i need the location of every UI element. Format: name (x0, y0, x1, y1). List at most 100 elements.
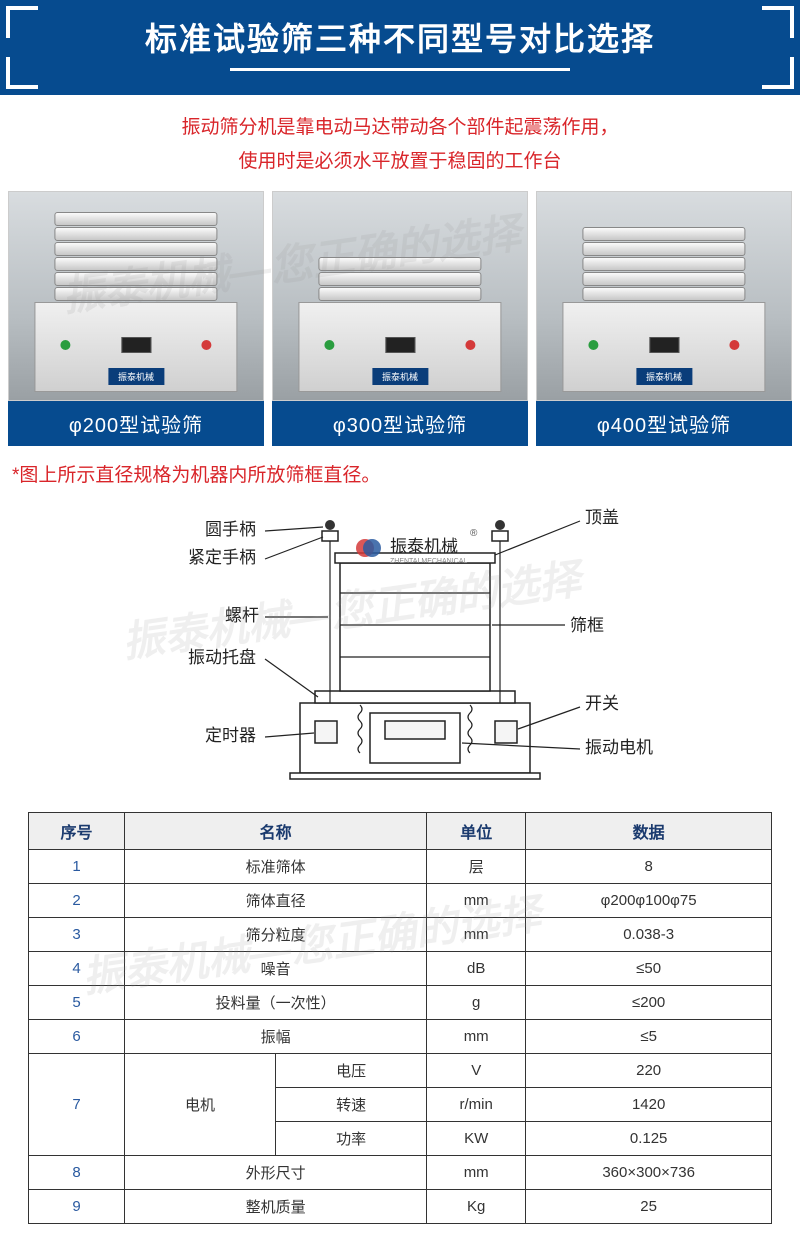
table-row: 3 筛分粒度 mm 0.038-3 (29, 918, 772, 952)
product-label: φ400型试验筛 (536, 401, 792, 446)
cell-subname: 功率 (276, 1122, 427, 1156)
sieve-ring (55, 287, 218, 301)
sieve-ring (55, 212, 218, 226)
cell-data: 360×300×736 (526, 1156, 772, 1190)
header-banner: 标准试验筛三种不同型号对比选择 (0, 0, 800, 95)
sieve-ring (55, 242, 218, 256)
table-header: 数据 (526, 813, 772, 850)
svg-text:振动电机: 振动电机 (585, 738, 653, 757)
svg-text:定时器: 定时器 (205, 726, 256, 745)
cell-name: 投料量（一次性） (125, 986, 427, 1020)
power-light-icon (589, 340, 599, 350)
cell-name: 筛分粒度 (125, 918, 427, 952)
table-row: 9 整机质量 Kg 25 (29, 1190, 772, 1224)
table-row: 1 标准筛体 层 8 (29, 850, 772, 884)
sieve-ring (583, 242, 746, 256)
cell-unit: mm (427, 884, 526, 918)
cell-data: ≤200 (526, 986, 772, 1020)
cell-seq: 7 (29, 1054, 125, 1156)
svg-text:圆手柄: 圆手柄 (205, 520, 256, 539)
svg-text:开关: 开关 (585, 694, 619, 713)
product-label: φ300型试验筛 (272, 401, 528, 446)
cell-seq: 6 (29, 1020, 125, 1054)
table-header: 序号 (29, 813, 125, 850)
table-header: 名称 (125, 813, 427, 850)
cell-unit: mm (427, 1020, 526, 1054)
stop-light-icon (465, 340, 475, 350)
brand-plate: 振泰机械 (636, 368, 692, 385)
brand-plate: 振泰机械 (108, 368, 164, 385)
svg-text:螺杆: 螺杆 (225, 606, 259, 625)
cell-seq: 8 (29, 1156, 125, 1190)
cell-name: 振幅 (125, 1020, 427, 1054)
sieve-ring (583, 227, 746, 241)
cell-seq: 2 (29, 884, 125, 918)
cell-data: 8 (526, 850, 772, 884)
sieve-ring (55, 257, 218, 271)
cell-unit: mm (427, 1156, 526, 1190)
cell-unit: dB (427, 952, 526, 986)
structure-diagram: 振泰机械 ZHENTAI MECHANICAL ® 圆手柄 紧定手柄 螺杆 振动… (40, 503, 760, 793)
cell-name: 整机质量 (125, 1190, 427, 1224)
corner-decor (6, 6, 38, 38)
digital-display (649, 337, 679, 353)
cell-name-group: 电机 (125, 1054, 276, 1156)
cell-seq: 4 (29, 952, 125, 986)
sieve-ring (319, 287, 482, 301)
cell-data: 0.125 (526, 1122, 772, 1156)
cell-unit: KW (427, 1122, 526, 1156)
product-card: 振泰机械 φ400型试验筛 (536, 191, 792, 446)
product-card: 振泰机械 φ300型试验筛 (272, 191, 528, 446)
sieve-ring (583, 287, 746, 301)
power-light-icon (325, 340, 335, 350)
product-label: φ200型试验筛 (8, 401, 264, 446)
power-light-icon (61, 340, 71, 350)
cell-subname: 转速 (276, 1088, 427, 1122)
sieve-ring (55, 272, 218, 286)
cell-unit: Kg (427, 1190, 526, 1224)
cell-subname: 电压 (276, 1054, 427, 1088)
brand-plate: 振泰机械 (372, 368, 428, 385)
table-row: 6 振幅 mm ≤5 (29, 1020, 772, 1054)
product-image: 振泰机械 (8, 191, 264, 401)
sieve-ring (55, 227, 218, 241)
sieve-ring (319, 257, 482, 271)
diagram: 振泰机械—您正确的选择 振泰机械 ZHENTAI (0, 497, 800, 812)
svg-text:®: ® (470, 528, 478, 539)
table-row: 5 投料量（一次性） g ≤200 (29, 986, 772, 1020)
cell-data: 0.038-3 (526, 918, 772, 952)
cell-unit: g (427, 986, 526, 1020)
table-row: 8 外形尺寸 mm 360×300×736 (29, 1156, 772, 1190)
cell-name: 标准筛体 (125, 850, 427, 884)
stop-light-icon (729, 340, 739, 350)
spec-table-wrap: 振泰机械—您正确的选择 序号名称单位数据 1 标准筛体 层 8 2 筛体直径 m… (0, 812, 800, 1244)
table-row: 7 电机 电压 V 220 (29, 1054, 772, 1088)
cell-name: 噪音 (125, 952, 427, 986)
product-row: 振泰机械 φ200型试验筛 振泰机械 φ300型试验筛 (0, 191, 800, 446)
corner-decor (762, 6, 794, 38)
cell-seq: 9 (29, 1190, 125, 1224)
table-row: 2 筛体直径 mm φ200φ100φ75 (29, 884, 772, 918)
cell-data: φ200φ100φ75 (526, 884, 772, 918)
product-card: 振泰机械 φ200型试验筛 (8, 191, 264, 446)
intro-line: 振动筛分机是靠电动马达带动各个部件起震荡作用， (20, 111, 780, 145)
product-image: 振泰机械 (536, 191, 792, 401)
cell-data: 1420 (526, 1088, 772, 1122)
intro-text: 振动筛分机是靠电动马达带动各个部件起震荡作用， 使用时是必须水平放置于稳固的工作… (0, 95, 800, 191)
product-image: 振泰机械 (272, 191, 528, 401)
cell-data: 25 (526, 1190, 772, 1224)
machine-base: 振泰机械 (562, 302, 765, 392)
machine-base: 振泰机械 (298, 302, 501, 392)
svg-text:筛框: 筛框 (570, 616, 604, 635)
spec-table: 序号名称单位数据 1 标准筛体 层 8 2 筛体直径 mm φ200φ100φ7… (28, 812, 772, 1224)
sieve-ring (319, 272, 482, 286)
cell-data: 220 (526, 1054, 772, 1088)
cell-unit: 层 (427, 850, 526, 884)
sieve-ring (583, 272, 746, 286)
intro-line: 使用时是必须水平放置于稳固的工作台 (20, 145, 780, 179)
machine-base: 振泰机械 (34, 302, 237, 392)
title-underline (230, 68, 570, 71)
stop-light-icon (201, 340, 211, 350)
cell-unit: V (427, 1054, 526, 1088)
cell-name: 外形尺寸 (125, 1156, 427, 1190)
